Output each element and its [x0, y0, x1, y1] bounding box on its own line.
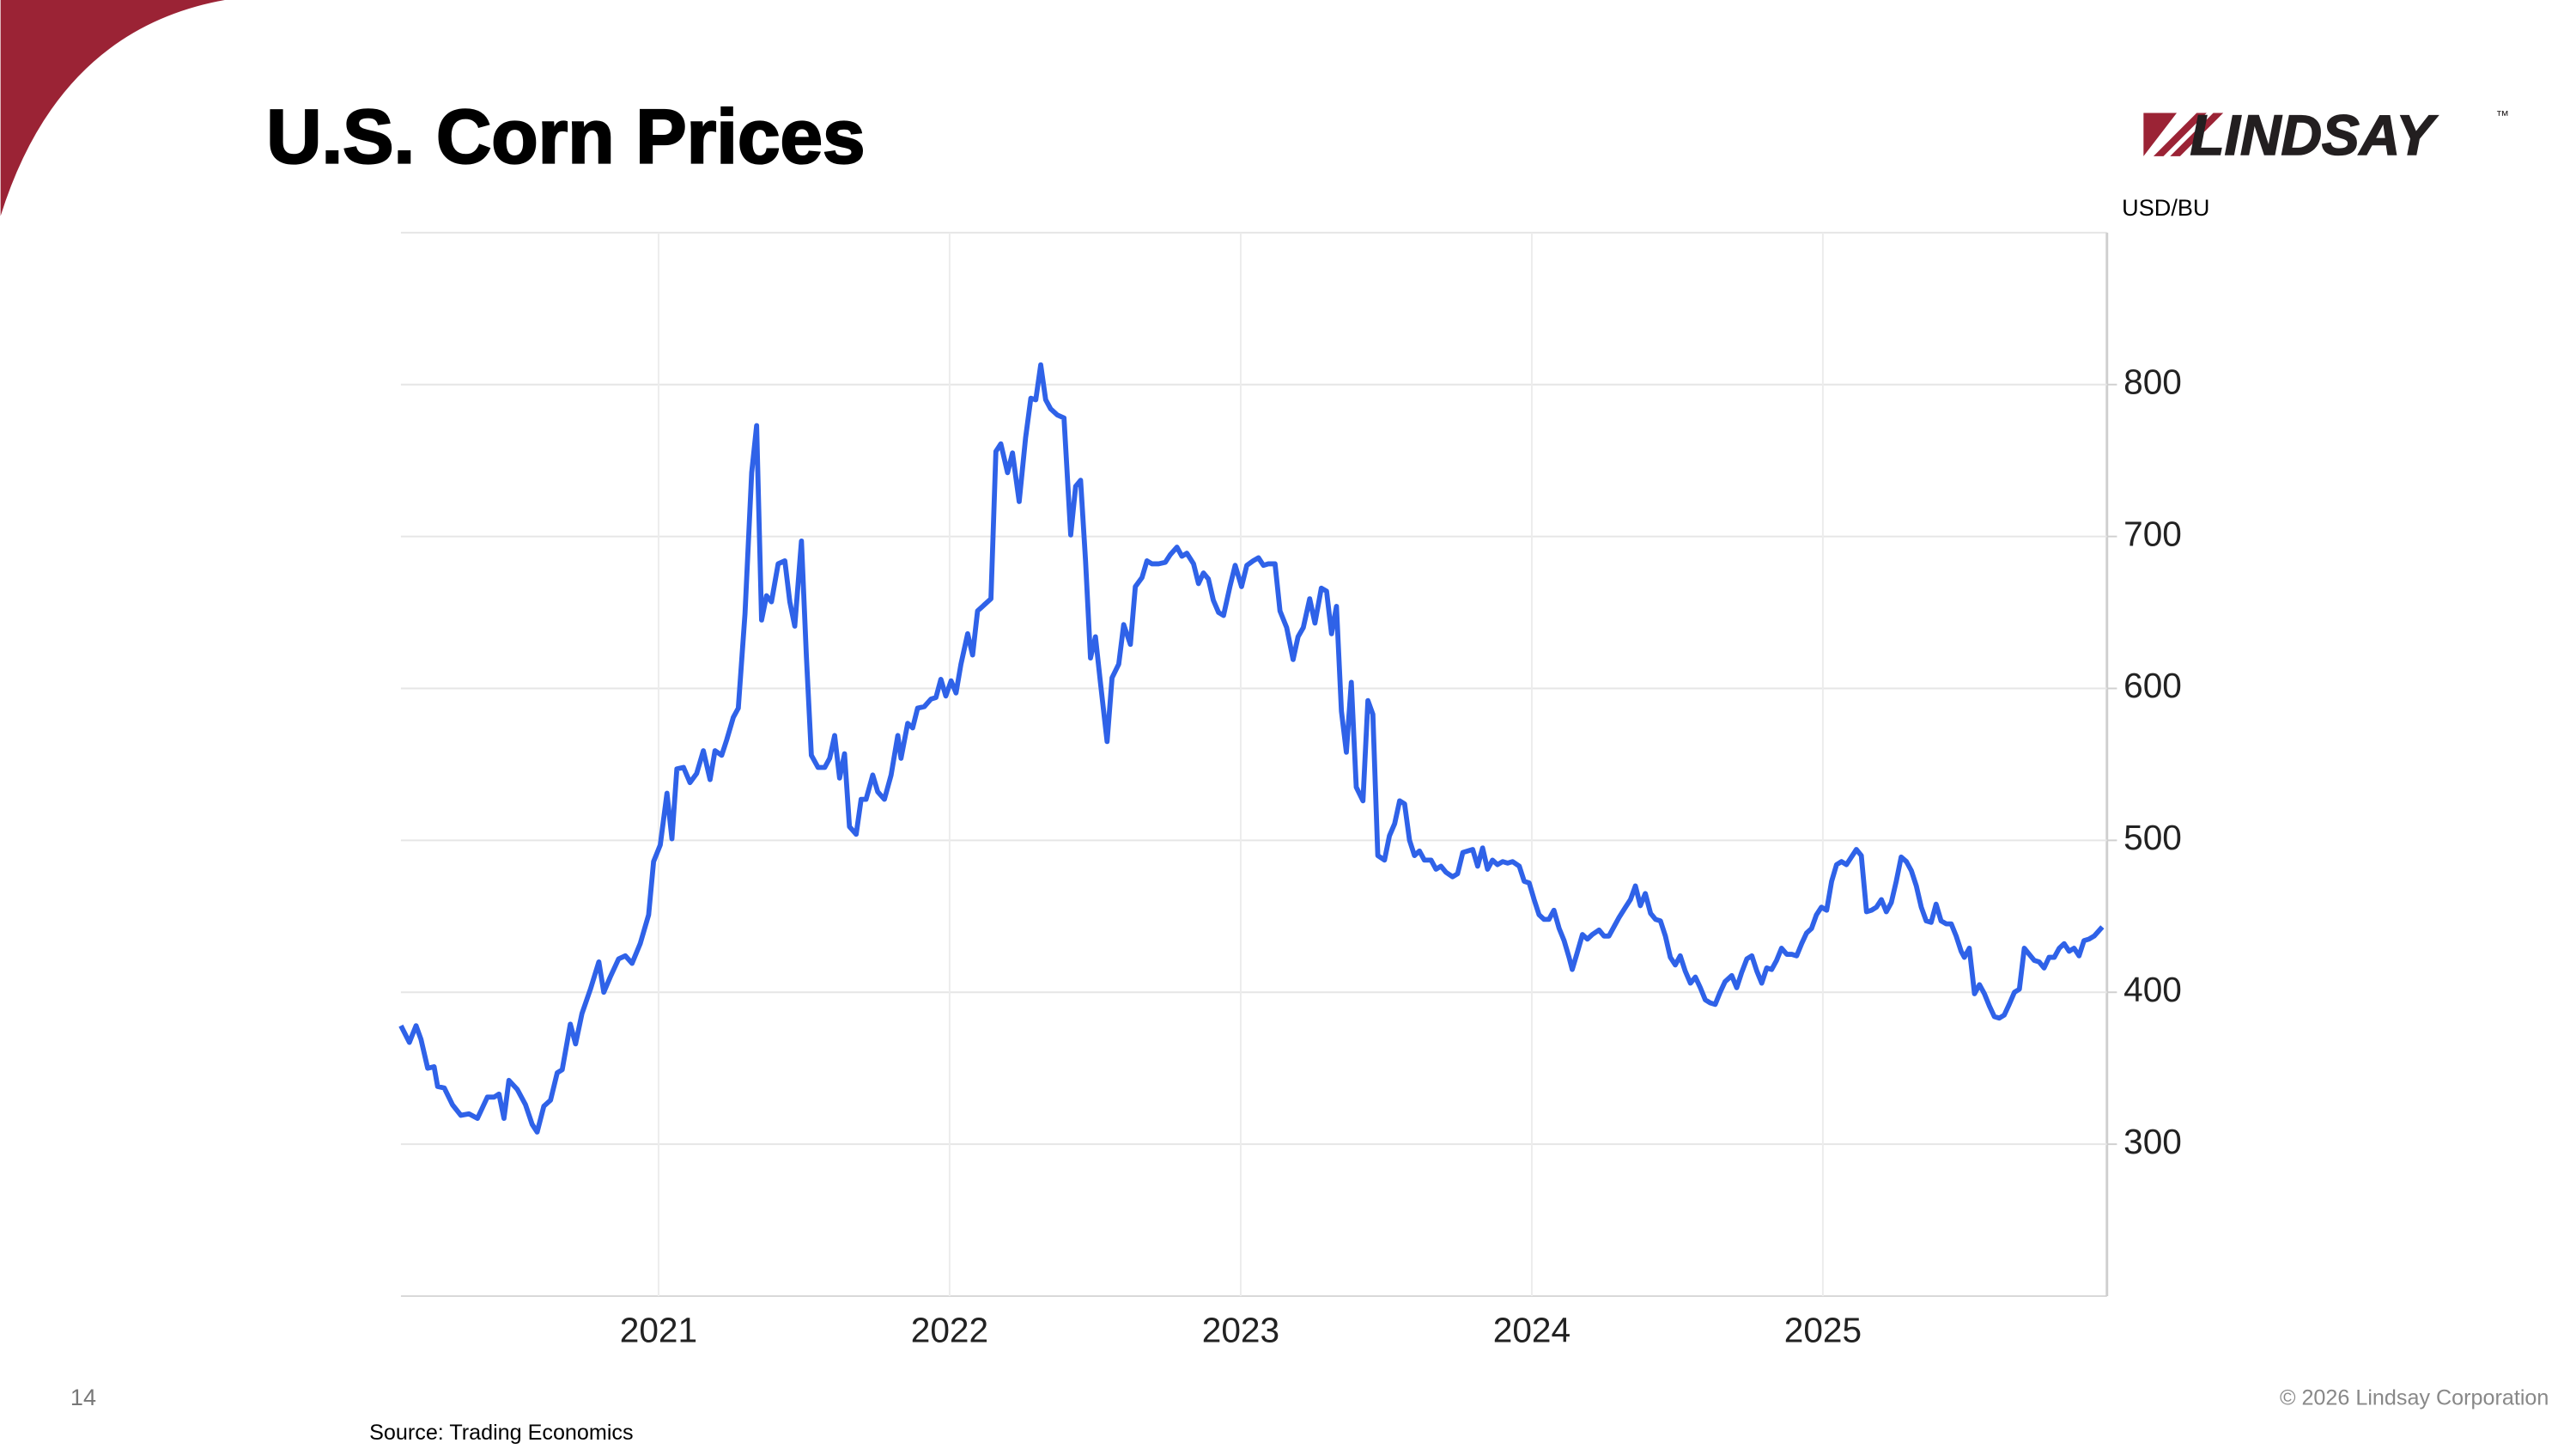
- x-tick-label: 2023: [1202, 1310, 1279, 1349]
- x-tick-label: 2022: [911, 1310, 988, 1349]
- logo: LINDSAY ™: [2143, 102, 2509, 167]
- copyright: © 2026 Lindsay Corporation: [2280, 1386, 2549, 1410]
- x-tick-label: 2021: [620, 1310, 697, 1349]
- source-note: Source: Trading Economics: [369, 1421, 633, 1445]
- corner-decoration: [0, 0, 225, 216]
- logo-text: LINDSAY: [2190, 103, 2439, 167]
- y-tick-label: 700: [2123, 514, 2182, 553]
- slide-title: U.S. Corn Prices: [266, 94, 865, 180]
- y-tick-label: 600: [2123, 666, 2182, 705]
- plot-area: 300 400 500 600 700 800 2021 2022 2023 2024 2025: [398, 231, 2182, 1349]
- y-tick-label: 400: [2123, 970, 2182, 1009]
- logo-icon: [2143, 113, 2224, 156]
- price-line: [398, 362, 2105, 1135]
- y-axis-unit: USD/BU: [2122, 194, 2209, 221]
- x-tick-label: 2024: [1493, 1310, 1571, 1349]
- x-tick-label: 2025: [1784, 1310, 1862, 1349]
- y-tick-label: 300: [2123, 1122, 2182, 1161]
- logo-trademark: ™: [2495, 108, 2508, 123]
- page-number: 14: [70, 1384, 96, 1410]
- y-tick-label: 800: [2123, 362, 2182, 401]
- y-tick-label: 500: [2123, 818, 2182, 857]
